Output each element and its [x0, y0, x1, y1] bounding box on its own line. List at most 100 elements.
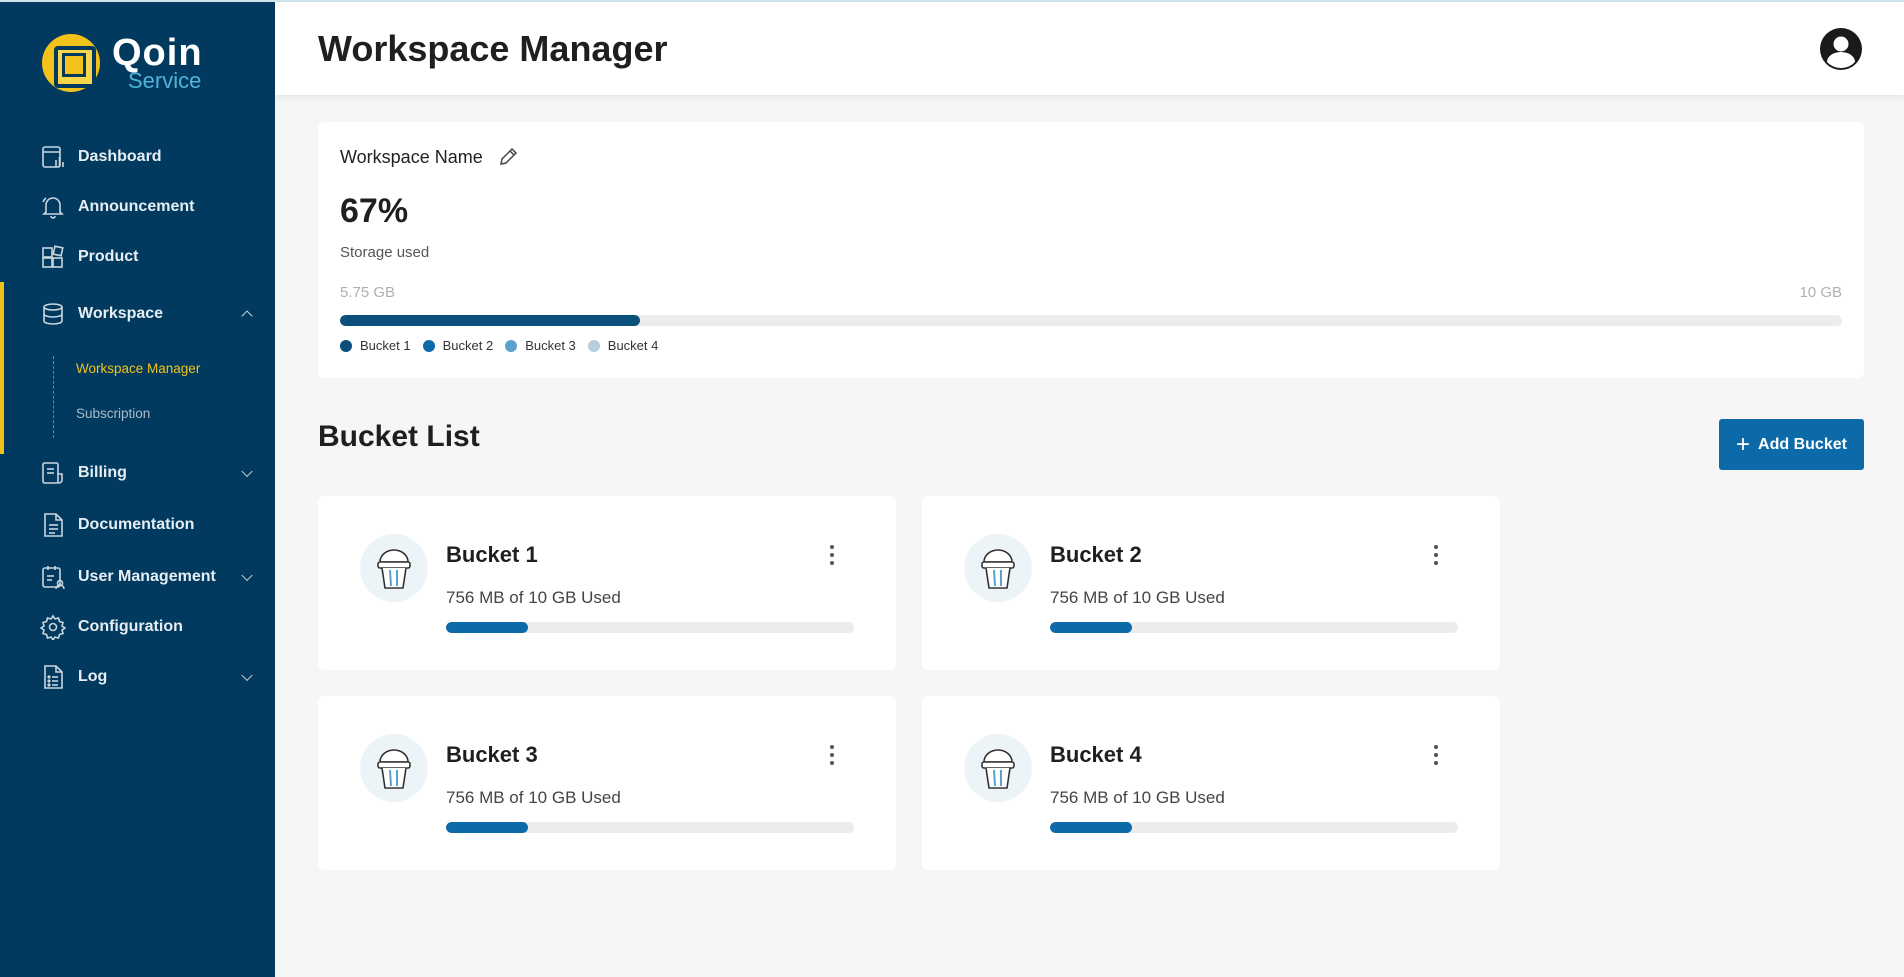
sidebar-item-configuration[interactable]: Configuration: [0, 602, 275, 652]
legend-item: Bucket 2: [422, 338, 494, 353]
more-options-icon[interactable]: [1426, 742, 1446, 768]
brand-title: Qoin: [112, 32, 203, 74]
sidebar-item-product[interactable]: Product: [0, 232, 275, 282]
user-avatar-icon[interactable]: [1819, 27, 1863, 71]
bucket-usage: 756 MB of 10 GB Used: [446, 588, 621, 607]
legend-dot: [422, 339, 435, 352]
sidebar-item-label: Dashboard: [78, 148, 162, 165]
sidebar-item-label: Workspace: [78, 305, 164, 322]
workspace-name-row: Workspace Name: [340, 146, 519, 168]
bucket-progress-track: [1050, 622, 1458, 633]
chevron-up-icon: [241, 310, 253, 322]
bucket-name: Bucket 3: [446, 742, 538, 767]
bucket-name: Bucket 4: [1050, 742, 1142, 767]
bell-icon: [42, 197, 64, 219]
bucket-name: Bucket 2: [1050, 542, 1142, 567]
brand-logo[interactable]: Qoin Service: [42, 34, 203, 92]
bucket-progress-fill: [1050, 822, 1132, 833]
storage-percent: 67%: [340, 192, 409, 230]
bucket-list-title: Bucket List: [318, 420, 480, 453]
sidebar-item-label: User Management: [78, 568, 216, 585]
sidebar-item-log[interactable]: Log: [0, 652, 275, 702]
workspace-name: Workspace Name: [340, 146, 483, 167]
sidebar-item-label: Documentation: [78, 516, 195, 533]
edit-pencil-icon[interactable]: [497, 146, 519, 168]
sidebar-item-billing[interactable]: Billing: [0, 448, 275, 498]
sidebar-item-label: Log: [78, 668, 108, 685]
legend-dot: [505, 339, 518, 352]
bucket-progress-fill: [446, 822, 528, 833]
sidebar: Qoin Service Dashboard Announcement Prod…: [0, 0, 275, 977]
workspace-storage-card: Workspace Name 67% Storage used 5.75 GB …: [318, 122, 1864, 378]
legend-label: Bucket 1: [360, 338, 411, 353]
sidebar-item-documentation[interactable]: Documentation: [0, 498, 275, 552]
workspace-group: Workspace Workspace Manager Subscription: [0, 282, 275, 454]
brand-subtitle: Service: [128, 68, 202, 93]
legend-dot: [587, 339, 600, 352]
bucket-usage: 756 MB of 10 GB Used: [446, 788, 621, 807]
plus-icon: +: [1736, 430, 1751, 458]
more-options-icon[interactable]: [822, 742, 842, 768]
legend-label: Bucket 4: [607, 338, 659, 353]
storage-caption: Storage used: [340, 244, 430, 261]
bucket-card[interactable]: Bucket 2 756 MB of 10 GB Used: [922, 496, 1500, 670]
more-options-icon[interactable]: [1426, 542, 1446, 568]
sidebar-nav: Dashboard Announcement Product Workspace…: [0, 132, 275, 702]
storage-used-value: 5.75 GB: [340, 284, 396, 301]
database-icon: [43, 303, 63, 325]
bucket-card[interactable]: Bucket 3 756 MB of 10 GB Used: [318, 696, 896, 870]
chevron-down-icon: [241, 465, 253, 478]
billing-icon: [42, 462, 63, 484]
sidebar-item-user-management[interactable]: User Management: [0, 552, 275, 602]
log-icon: [44, 665, 63, 689]
more-options-icon[interactable]: [822, 542, 842, 568]
user-management-icon: [42, 566, 65, 590]
sidebar-item-label: Announcement: [78, 198, 195, 215]
sidebar-subitem-subscription[interactable]: Subscription: [76, 406, 151, 421]
bucket-progress-track: [446, 822, 854, 833]
top-header: Workspace Manager: [275, 0, 1904, 95]
legend-item: Bucket 1: [340, 338, 411, 353]
bucket-progress-fill: [446, 622, 528, 633]
document-icon: [44, 513, 63, 537]
sidebar-item-announcement[interactable]: Announcement: [0, 182, 275, 232]
legend-label: Bucket 2: [442, 338, 494, 353]
add-bucket-label: Add Bucket: [1758, 435, 1847, 453]
sidebar-item-label: Billing: [78, 464, 127, 481]
bucket-progress-track: [446, 622, 854, 633]
bucket-progress-track: [1050, 822, 1458, 833]
bucket-usage: 756 MB of 10 GB Used: [1050, 588, 1225, 607]
bucket-icon: [964, 534, 1032, 602]
workspace-submenu: Workspace Manager Subscription: [0, 346, 275, 438]
product-icon: [42, 245, 64, 268]
qoin-logo-icon: [42, 34, 100, 92]
sidebar-subitem-workspace-manager[interactable]: Workspace Manager: [76, 361, 201, 376]
page-title: Workspace Manager: [318, 28, 668, 69]
bucket-progress-fill: [1050, 622, 1132, 633]
storage-progress-track: [340, 315, 1842, 326]
legend-item: Bucket 3: [505, 338, 576, 353]
sidebar-item-workspace[interactable]: Workspace: [0, 282, 275, 346]
sidebar-item-label: Configuration: [78, 618, 183, 635]
bucket-name: Bucket 1: [446, 542, 538, 567]
bucket-icon: [964, 734, 1032, 802]
bucket-card[interactable]: Bucket 4 756 MB of 10 GB Used: [922, 696, 1500, 870]
gear-icon: [40, 614, 66, 640]
storage-legend: Bucket 1 Bucket 2 Bucket 3 Bucket 4: [340, 338, 670, 353]
bucket-icon: [360, 734, 428, 802]
storage-total-value: 10 GB: [1799, 284, 1842, 301]
legend-dot: [340, 339, 352, 352]
bucket-usage: 756 MB of 10 GB Used: [1050, 788, 1225, 807]
sidebar-item-dashboard[interactable]: Dashboard: [0, 132, 275, 182]
add-bucket-button[interactable]: + Add Bucket: [1719, 419, 1864, 470]
storage-progress-fill: [340, 315, 641, 326]
top-border: [0, 0, 1904, 2]
dashboard-icon: [42, 146, 64, 168]
legend-label: Bucket 3: [525, 338, 576, 353]
sidebar-item-label: Product: [78, 248, 139, 265]
bucket-card[interactable]: Bucket 1 756 MB of 10 GB Used: [318, 496, 896, 670]
chevron-down-icon: [241, 569, 253, 582]
chevron-down-icon: [241, 669, 253, 682]
legend-item: Bucket 4: [587, 338, 659, 353]
bucket-icon: [360, 534, 428, 602]
